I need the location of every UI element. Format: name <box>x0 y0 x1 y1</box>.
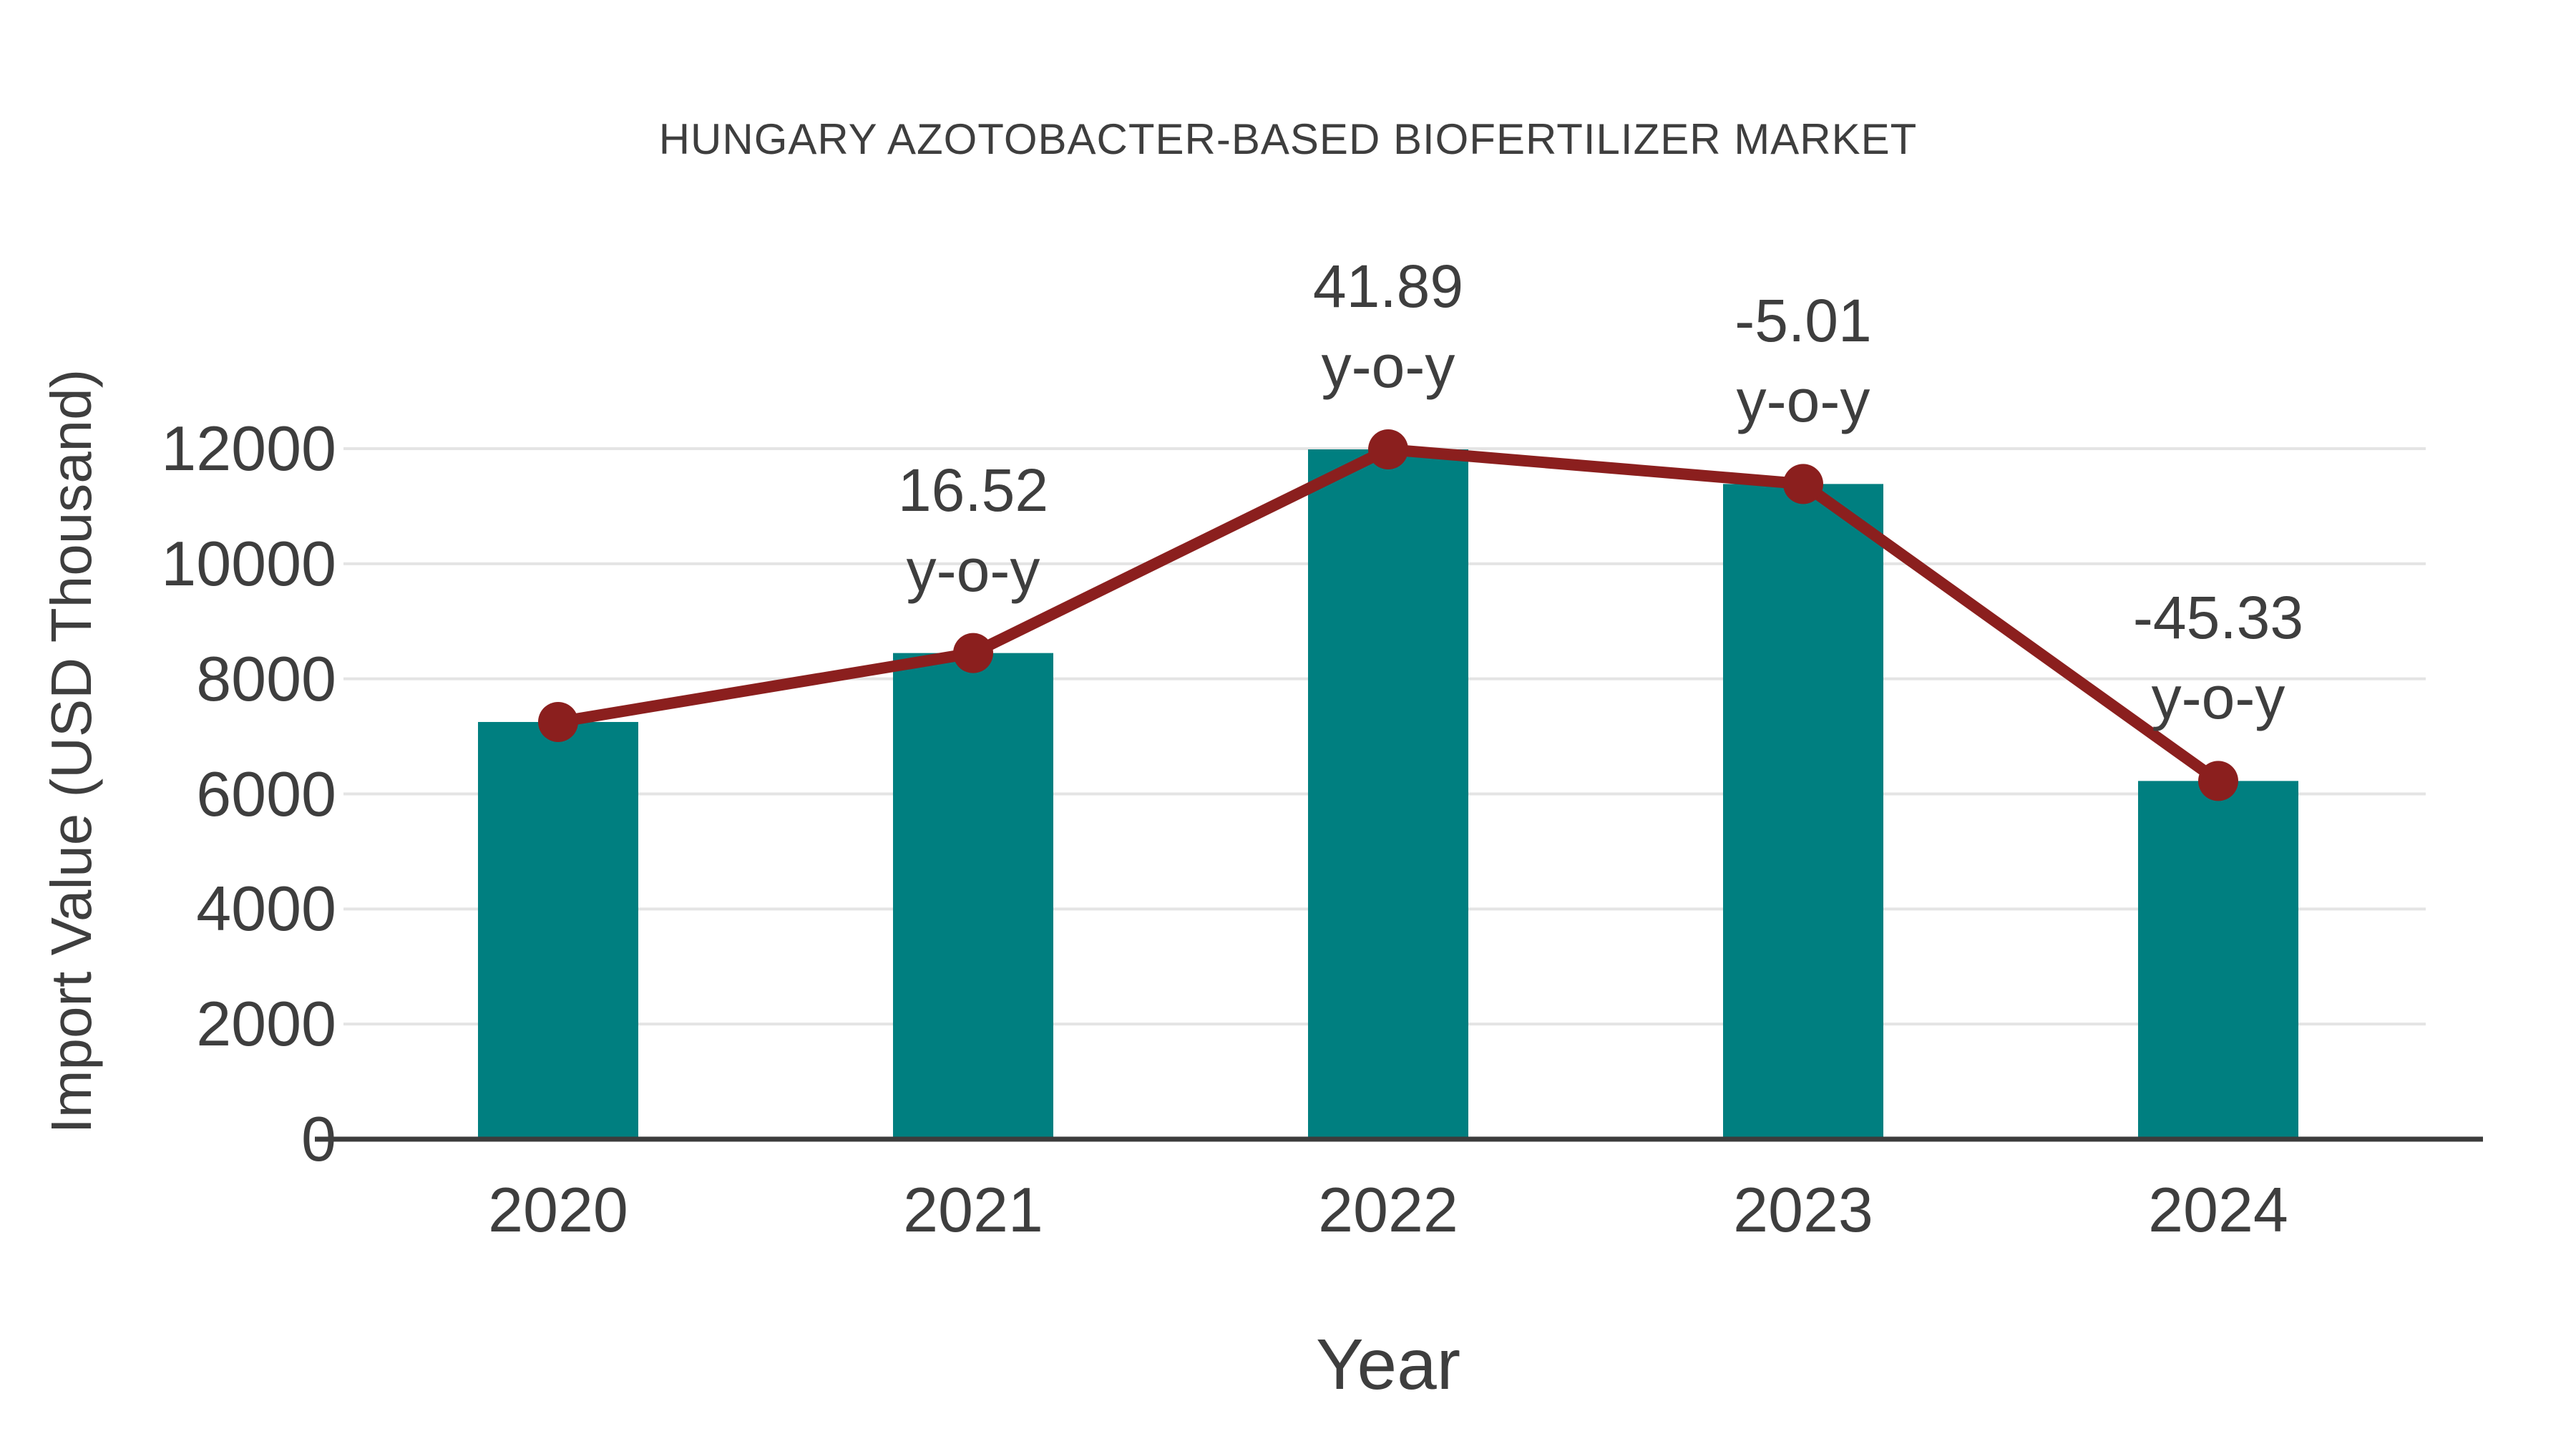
annotation-label: y-o-y <box>1321 333 1455 401</box>
annotation-2023: -5.01 y-o-y <box>1589 280 2018 441</box>
data-point-2023 <box>1783 464 1823 504</box>
y-tick-label-10000: 10000 <box>161 528 336 599</box>
data-point-2022 <box>1368 429 1408 470</box>
y-tick-label-6000: 6000 <box>196 758 336 829</box>
annotation-2022: 41.89 y-o-y <box>1174 246 1603 406</box>
y-tick-label-12000: 12000 <box>161 413 336 484</box>
x-axis-title: Year <box>1315 1324 1461 1405</box>
annotation-value: -45.33 <box>2132 584 2304 652</box>
annotation-label: y-o-y <box>2151 664 2285 732</box>
data-point-2024 <box>2198 761 2238 801</box>
annotation-label: y-o-y <box>1736 367 1870 435</box>
y-tick-label-4000: 4000 <box>196 873 336 944</box>
annotation-value: -5.01 <box>1735 287 1872 355</box>
bar-2020 <box>478 721 638 1139</box>
y-tick-label-0: 0 <box>301 1103 336 1174</box>
annotation-2021: 16.52 y-o-y <box>758 450 1188 610</box>
chart-title: HUNGARY AZOTOBACTER-BASED BIOFERTILIZER … <box>658 115 1918 163</box>
data-point-2021 <box>953 633 993 673</box>
annotation-2024: -45.33 y-o-y <box>2004 577 2433 738</box>
data-point-2020 <box>538 701 578 742</box>
y-tick-label-2000: 2000 <box>196 988 336 1059</box>
x-tick-label-2021: 2021 <box>903 1174 1043 1245</box>
x-tick-label-2022: 2022 <box>1318 1174 1458 1245</box>
bar-2021 <box>893 653 1053 1139</box>
y-tick-label-8000: 8000 <box>196 643 336 714</box>
x-tick-label-2020: 2020 <box>488 1174 628 1245</box>
bar-2023 <box>1723 484 1883 1139</box>
x-tick-label-2024: 2024 <box>2148 1174 2288 1245</box>
annotation-value: 41.89 <box>1312 253 1464 321</box>
annotation-label: y-o-y <box>906 536 1040 604</box>
bar-2024 <box>2138 781 2298 1139</box>
bar-2022 <box>1308 449 1468 1139</box>
annotation-value: 16.52 <box>897 456 1049 524</box>
x-tick-label-2023: 2023 <box>1733 1174 1873 1245</box>
